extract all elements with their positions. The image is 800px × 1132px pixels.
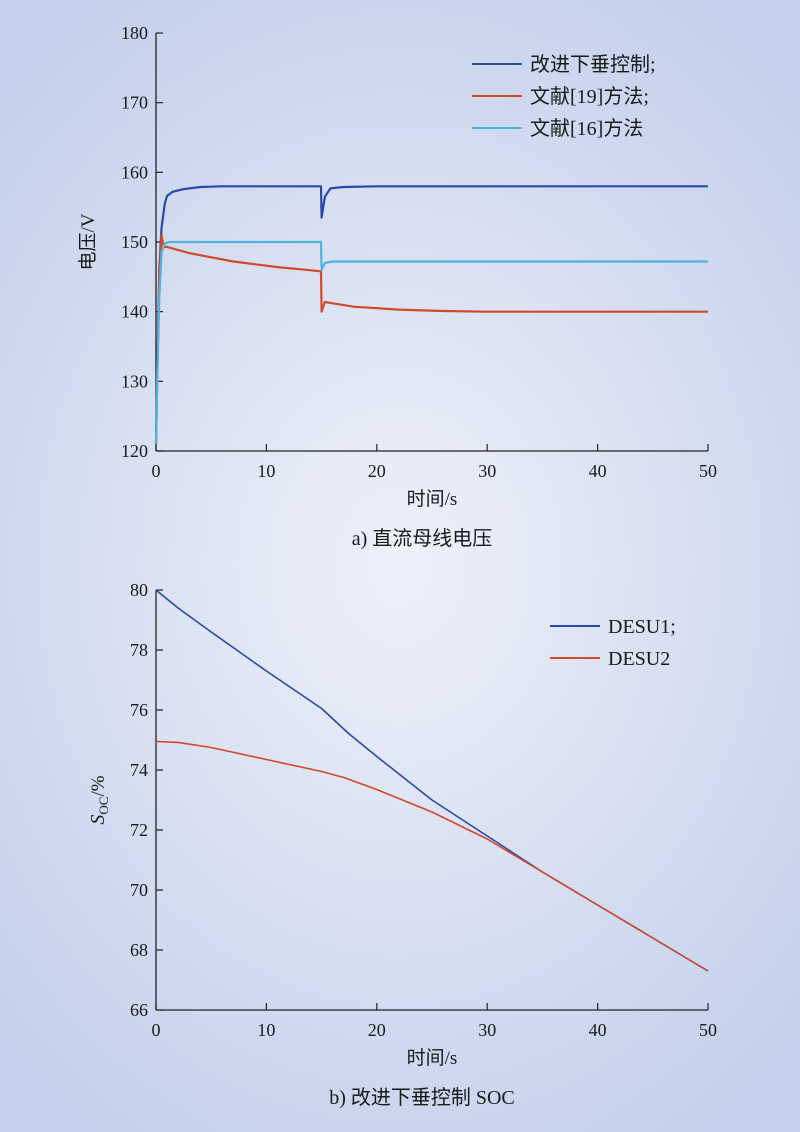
legend-label-2: 文献[19]方法;: [530, 85, 649, 108]
y-tick-label: 80: [130, 580, 148, 600]
chart-b: 0 10 20 30 40 50 66 68 70 72 74 76 78 80 时间/s SOC/% b) 改…: [87, 580, 717, 1109]
series-line-2: [155, 740, 709, 972]
x-tick-label: 30: [478, 461, 496, 481]
y-tick-label: 160: [121, 162, 148, 182]
x-tick-label: 0: [152, 1020, 161, 1040]
x-tick-label: 50: [699, 1020, 717, 1040]
x-tick-label: 20: [368, 461, 386, 481]
y-tick-label: 68: [130, 940, 148, 960]
y-tick-label: 120: [121, 441, 148, 461]
chart-caption: a) 直流母线电压: [352, 527, 493, 550]
chart-a: 0 10 20 30 40 50 120 130 140 150 160 170 180 时间/s 电压/V…: [77, 23, 717, 550]
y-title-main: S: [87, 815, 109, 825]
chart-caption: b) 改进下垂控制 SOC: [329, 1086, 515, 1109]
series-line-3: [154, 240, 708, 445]
x-tick-label: 10: [257, 461, 275, 481]
y-title-suffix: /%: [88, 775, 109, 796]
y-axis-title: SOC/%: [87, 775, 111, 824]
legend-label-1: DESU1;: [608, 616, 676, 638]
x-axis-title: 时间/s: [407, 488, 458, 510]
y-tick-label: 180: [121, 23, 148, 43]
x-tick-label: 50: [699, 461, 717, 481]
y-axis-title: 电压/V: [77, 213, 99, 270]
x-axis-title: 时间/s: [407, 1047, 458, 1069]
legend-label-2: DESU2: [608, 648, 670, 670]
y-title-sub: OC: [96, 797, 111, 815]
y-tick-label: 74: [130, 760, 148, 780]
legend-label-1: 改进下垂控制;: [530, 53, 656, 76]
y-tick-label: 78: [130, 640, 148, 660]
legend-label-3: 文献[16]方法: [530, 117, 643, 140]
series-line-1: [154, 185, 708, 445]
y-tick-label: 66: [130, 1000, 148, 1020]
x-tick-label: 20: [368, 1020, 386, 1040]
y-tick-label: 170: [121, 93, 148, 113]
y-tick-label: 150: [121, 232, 148, 252]
y-tick-label: 76: [130, 700, 148, 720]
y-tick-label: 70: [130, 880, 148, 900]
series-line-2: [154, 233, 708, 445]
x-tick-label: 40: [589, 1020, 607, 1040]
y-tick-label: 130: [121, 371, 148, 391]
x-tick-label: 30: [478, 1020, 496, 1040]
y-tick-label: 140: [121, 302, 148, 322]
x-tick-label: 10: [257, 1020, 275, 1040]
y-tick-label: 72: [130, 820, 148, 840]
x-tick-label: 0: [152, 461, 161, 481]
x-tick-label: 40: [589, 461, 607, 481]
